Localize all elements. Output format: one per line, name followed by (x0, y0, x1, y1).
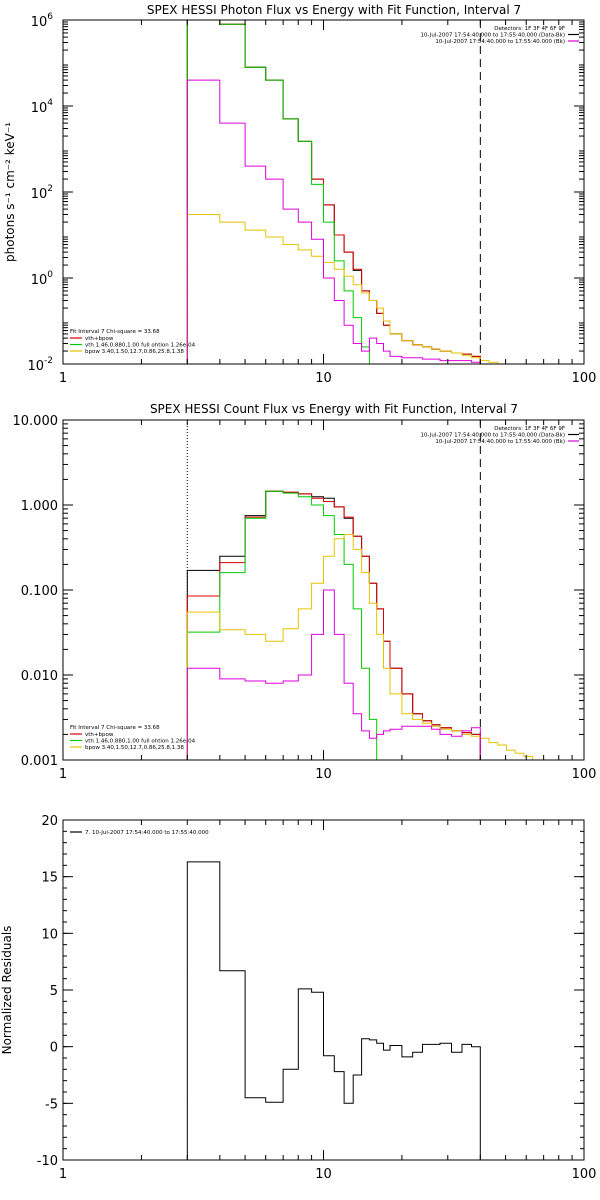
series-powerlaw (186, 534, 542, 761)
legend-right-text: 10-Jul-2007 17:54:40.000 to 17:55:40.000… (435, 439, 565, 445)
residuals-panel: 1 10 100 -10 -5 0 5 10 15 20 Normalized Residuals… (0, 814, 596, 1182)
axes: 1 10 100 10-2 100 102 104 106 (27, 12, 596, 386)
legend-left-text: vth+bpow (85, 336, 114, 342)
legend-right-text: 10-Jul-2007 17:54:40.000 to 17:55:40.000… (421, 33, 566, 39)
series-total (186, 19, 481, 364)
y-tick-label: 102 (31, 184, 53, 202)
marks (186, 19, 507, 365)
legend-left: Fit Interval 7 Chi-square = 33.68vth+bpo… (70, 329, 196, 355)
y-tick-label: 0.001 (21, 754, 58, 769)
count-flux-panel: SPEX HESSI Count Flux vs Energy with Fit… (13, 402, 597, 782)
x-tick-label: 1 (59, 767, 67, 782)
legend-right-text: Detectors: 1F 3F 4F 6F 9F (494, 426, 565, 432)
marks (186, 861, 481, 1160)
y-tick-label: 106 (31, 12, 54, 30)
y-tick-label: 10 (41, 927, 58, 942)
series-data (186, 19, 481, 364)
legend-right-text: Detectors: 1F 3F 4F 6F 9F (494, 26, 565, 32)
panel-title: SPEX HESSI Count Flux vs Energy with Fit… (150, 402, 518, 416)
series-data (186, 861, 481, 1160)
x-tick-label: 10 (315, 1167, 332, 1182)
series-thermal (186, 490, 378, 760)
x-tick-label: 1 (59, 371, 67, 386)
photon-flux-panel: SPEX HESSI Photon Flux vs Energy with Fi… (3, 3, 596, 386)
y-tick-label: -5 (45, 1097, 58, 1112)
y-tick-label: 20 (41, 814, 58, 829)
y-tick-label: 104 (31, 98, 54, 116)
legend-left-text: vth+bpow (85, 732, 114, 738)
legend-left-text: vth 1.46,0.880,1.00 full ohtion 1.26e-04 (85, 343, 196, 349)
y-axis-label: Normalized Residuals (0, 926, 14, 1055)
legend-left: Fit Interval 7 Chi-square = 33.68vth+bpo… (70, 725, 196, 751)
y-tick-label: 0 (50, 1041, 58, 1056)
x-tick-label: 100 (572, 371, 597, 386)
x-tick-label: 100 (572, 1167, 597, 1182)
y-tick-label: 15 (41, 871, 58, 886)
series-background (186, 589, 481, 760)
panel-title: SPEX HESSI Photon Flux vs Energy with Fi… (147, 3, 521, 17)
series-thermal (186, 19, 377, 365)
plot-frame (62, 819, 585, 1161)
marks (186, 420, 542, 761)
x-tick-label: 10 (315, 767, 332, 782)
legend-left-title: Fit Interval 7 Chi-square = 33.68 (70, 329, 160, 335)
y-tick-label: 100 (31, 270, 54, 288)
legend-right-text: 10-Jul-2007 17:54:40.000 to 17:55:40.000… (435, 39, 565, 45)
legend-right-text: 10-Jul-2007 17:54:40.000 to 17:55:40.000… (421, 433, 566, 439)
y-tick-label: -10 (37, 1154, 58, 1169)
legend-left-text: bpow 3.40,1.50,12.7,0.86,25.8,1.38 (85, 349, 184, 355)
series-background (186, 79, 481, 364)
y-tick-label: 1.000 (21, 499, 58, 514)
y-tick-label: 0.100 (21, 584, 58, 599)
y-tick-label: 0.010 (21, 669, 58, 684)
y-tick-label: 5 (50, 984, 58, 999)
legend-text: 7. 10-Jul-2007 17:54:40.000 to 17:55:40.… (85, 830, 209, 836)
x-tick-label: 100 (572, 767, 597, 782)
y-axis-label: photons s⁻¹ cm⁻² keV⁻¹ (3, 122, 17, 262)
legend-left-title: Fit Interval 7 Chi-square = 33.68 (70, 725, 160, 731)
x-tick-label: 1 (59, 1167, 67, 1182)
axes: 1 10 100 0.001 0.010 0.100 1.000 10.000 (13, 414, 597, 782)
axes: 1 10 100 -10 -5 0 5 10 15 20 (37, 814, 597, 1182)
y-tick-label: 10-2 (27, 356, 53, 374)
residual-legend: 7. 10-Jul-2007 17:54:40.000 to 17:55:40.… (70, 830, 209, 836)
y-tick-label: 10.000 (13, 414, 59, 429)
legend-left-text: bpow 3.40,1.50,12.7,0.86,25.8,1.38 (85, 745, 184, 751)
legend-left-text: vth 1.46,0.880,1.00 full ohtion 1.26e-04 (85, 739, 196, 745)
x-tick-label: 10 (315, 371, 332, 386)
series-powerlaw (186, 214, 507, 365)
